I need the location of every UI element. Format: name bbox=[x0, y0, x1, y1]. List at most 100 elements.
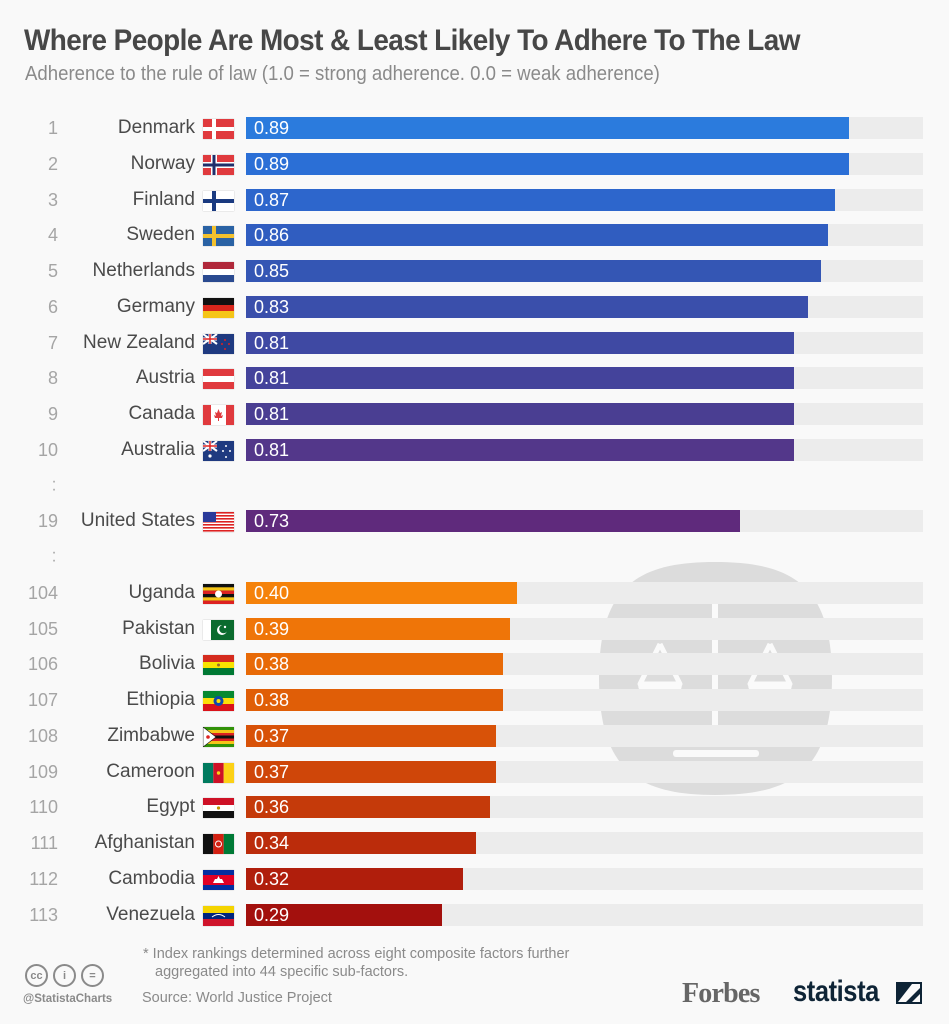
rank-label: 9 bbox=[47, 404, 58, 424]
rank-label: 106 bbox=[27, 654, 58, 675]
value-label: 0.81 bbox=[254, 439, 290, 460]
bar bbox=[246, 760, 497, 783]
bar bbox=[246, 689, 504, 711]
germany-flag bbox=[203, 297, 234, 318]
zimbabwe-flag bbox=[203, 726, 234, 747]
australia-flag bbox=[203, 440, 234, 461]
bar-row: 105 Pakistan 0.39 bbox=[0, 617, 949, 641]
egypt-flag bbox=[203, 798, 234, 819]
bar-row: 104 Uganda 0.40 bbox=[0, 581, 949, 605]
statista-logo-icon bbox=[896, 982, 922, 1004]
value-label: 0.39 bbox=[254, 618, 290, 639]
bar-row: 19 United States 0.73 bbox=[0, 509, 949, 533]
bar-row: 107 Ethiopia 0.38 bbox=[0, 688, 949, 712]
country-label: Sweden bbox=[126, 224, 195, 246]
value-label: 0.89 bbox=[254, 118, 290, 138]
statista-handle: @StatistaCharts bbox=[23, 993, 113, 1005]
bar-row: 9 Canada 0.81 bbox=[0, 402, 949, 426]
bar-row: 113 Venezuela 0.29 bbox=[0, 903, 949, 927]
bar-row: 1 Denmark 0.89 bbox=[0, 116, 949, 140]
bar bbox=[246, 403, 795, 425]
value-label: 0.81 bbox=[254, 404, 290, 424]
country-label: Austria bbox=[135, 367, 195, 389]
bar-row: 110 Egypt 0.36 bbox=[0, 795, 949, 819]
bar-row: 3 Finland 0.87 bbox=[0, 188, 949, 212]
chart-subtitle: Adherence to the rule of law (1.0 = stro… bbox=[25, 63, 660, 85]
afghanistan-flag bbox=[203, 834, 234, 854]
bar-row: 6 Germany 0.83 bbox=[0, 295, 949, 319]
source-text: Source: World Justice Project bbox=[142, 990, 332, 1006]
value-label: 0.36 bbox=[254, 797, 290, 818]
no-derivatives-icon: = bbox=[81, 964, 104, 987]
value-label: 0.37 bbox=[254, 725, 290, 746]
bar-row: 10 Australia 0.81 bbox=[0, 438, 949, 462]
bar bbox=[246, 331, 795, 354]
rank-label: 110 bbox=[29, 797, 58, 818]
rank-label: 2 bbox=[47, 153, 58, 174]
bar bbox=[246, 581, 517, 604]
rank-label: 108 bbox=[27, 725, 58, 746]
value-label: 0.40 bbox=[254, 582, 290, 603]
country-label: United States bbox=[80, 510, 195, 532]
value-label: 0.86 bbox=[254, 225, 290, 246]
bar-row: 5 Netherlands 0.85 bbox=[0, 259, 949, 283]
rank-label: 4 bbox=[47, 225, 58, 246]
pakistan-flag bbox=[203, 619, 234, 640]
rank-label: 6 bbox=[47, 296, 58, 317]
value-label: 0.87 bbox=[254, 189, 290, 210]
rank-label: 3 bbox=[47, 189, 58, 210]
bar bbox=[246, 438, 795, 461]
bar bbox=[246, 796, 490, 819]
rank-label: 105 bbox=[27, 618, 58, 639]
rank-label: 113 bbox=[29, 904, 58, 925]
bar-row: 7 New Zealand 0.81 bbox=[0, 331, 949, 355]
attribution-icon: i bbox=[53, 964, 76, 987]
bar-row: 106 Bolivia 0.38 bbox=[0, 652, 949, 676]
footnote-line-1: * Index rankings determined across eight… bbox=[143, 946, 570, 962]
bar-row: 112 Cambodia 0.32 bbox=[0, 867, 949, 891]
value-label: 0.73 bbox=[254, 511, 290, 532]
new-zealand-flag bbox=[203, 333, 234, 354]
creative-commons-icons: cc i = bbox=[25, 964, 104, 987]
country-label: Canada bbox=[128, 403, 195, 424]
uganda-flag bbox=[203, 583, 234, 604]
bar bbox=[246, 832, 477, 854]
rank-label: 19 bbox=[37, 511, 58, 532]
chart-title: Where People Are Most & Least Likely To … bbox=[24, 24, 800, 57]
country-label: Uganda bbox=[128, 581, 195, 603]
rank-label: 104 bbox=[27, 582, 58, 603]
united-states-flag bbox=[203, 512, 234, 533]
austria-flag bbox=[203, 369, 234, 390]
country-label: Afghanistan bbox=[94, 832, 195, 853]
country-label: Bolivia bbox=[139, 653, 195, 675]
country-label: Zimbabwe bbox=[107, 724, 195, 746]
netherlands-flag bbox=[203, 262, 234, 282]
bar bbox=[246, 867, 463, 890]
bar-row: 108 Zimbabwe 0.37 bbox=[0, 724, 949, 748]
value-label: 0.89 bbox=[254, 153, 290, 174]
rank-label: 7 bbox=[47, 332, 58, 353]
bar-row: 111 Afghanistan 0.34 bbox=[0, 831, 949, 855]
rank-label: 112 bbox=[29, 868, 58, 889]
bar bbox=[246, 188, 835, 211]
rank-label: 1 bbox=[47, 118, 58, 138]
bar bbox=[246, 903, 443, 926]
value-label: 0.81 bbox=[254, 332, 290, 353]
country-label: New Zealand bbox=[83, 331, 195, 353]
value-label: 0.29 bbox=[254, 904, 290, 925]
norway-flag bbox=[203, 154, 234, 175]
ethiopia-flag bbox=[203, 691, 234, 711]
bolivia-flag bbox=[203, 655, 234, 676]
country-label: Ethiopia bbox=[126, 689, 195, 710]
rank-label: 10 bbox=[37, 439, 58, 460]
country-label: Cambodia bbox=[108, 867, 195, 889]
value-label: 0.38 bbox=[254, 654, 290, 675]
bar-row: 8 Austria 0.81 bbox=[0, 366, 949, 390]
bar bbox=[246, 653, 504, 676]
country-label: Finland bbox=[132, 188, 195, 210]
bar bbox=[246, 224, 829, 247]
bar bbox=[246, 295, 808, 318]
value-label: 0.32 bbox=[254, 868, 290, 889]
cameroon-flag bbox=[203, 762, 234, 783]
